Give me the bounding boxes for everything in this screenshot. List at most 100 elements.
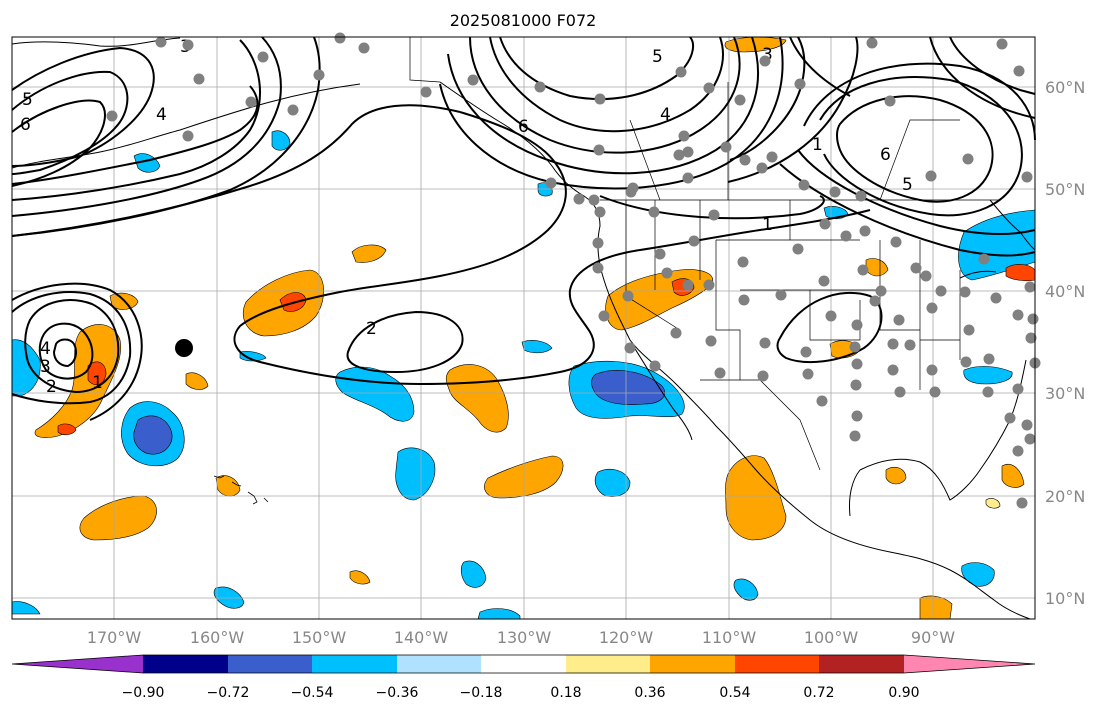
station-dot — [688, 235, 700, 247]
station-dot — [622, 290, 634, 302]
colorbar-segment — [819, 655, 904, 673]
station-dot — [798, 179, 810, 191]
station-dot — [960, 356, 972, 368]
station-dot — [910, 262, 922, 274]
station-dot — [959, 286, 971, 298]
station-dot — [673, 149, 685, 161]
graticule — [12, 37, 1035, 619]
neg-area-core — [591, 370, 666, 405]
station-dot — [734, 94, 746, 106]
station-dot — [705, 335, 717, 347]
lon-label: 120°W — [599, 628, 654, 647]
station-dot — [1025, 332, 1037, 344]
station-dot — [926, 364, 938, 376]
station-dot — [703, 82, 715, 94]
station-dot — [598, 310, 610, 322]
station-dot — [737, 256, 749, 268]
station-dot — [545, 177, 557, 189]
colorbar-segment — [228, 655, 312, 673]
lon-label: 140°W — [394, 628, 449, 647]
station-dot — [849, 430, 861, 442]
station-dot — [759, 337, 771, 349]
station-dot — [756, 162, 768, 174]
pos-area — [351, 244, 387, 263]
contour-lines — [11, 36, 1036, 421]
station-dot — [675, 66, 687, 78]
station-dot — [875, 285, 887, 297]
station-dot — [573, 193, 585, 205]
station-dot — [893, 314, 905, 326]
station-dot — [1024, 281, 1036, 293]
station-dot — [819, 218, 831, 230]
station-dot — [792, 243, 804, 255]
station-dot — [802, 368, 814, 380]
station-dot — [1012, 383, 1024, 395]
pos-area — [885, 466, 907, 485]
station-dot — [866, 37, 878, 49]
station-dot — [678, 130, 690, 142]
contour-label: 1 — [812, 135, 823, 155]
station-dot — [857, 264, 869, 276]
station-dot — [963, 324, 975, 336]
neg-area — [239, 351, 267, 362]
station-dot — [534, 81, 546, 93]
station-dot — [869, 295, 881, 307]
neg-area — [733, 578, 759, 601]
station-dot — [420, 86, 432, 98]
station-dot — [594, 93, 606, 105]
lat-label: 40°N — [1045, 282, 1085, 301]
station-dot — [467, 74, 479, 86]
colorbar-segment — [481, 655, 566, 673]
location-marker — [175, 339, 193, 357]
longitude-labels: 170°W 160°W 150°W 140°W 130°W 120°W 110°… — [87, 628, 955, 647]
neg-area — [961, 562, 995, 587]
lon-label: 150°W — [292, 628, 347, 647]
station-dot — [624, 342, 636, 354]
station-dot — [1024, 433, 1036, 445]
lon-label: 110°W — [702, 628, 757, 647]
contour-label: 4 — [40, 339, 51, 359]
neg-area — [594, 469, 631, 497]
lat-label: 60°N — [1045, 78, 1085, 97]
station-dot — [840, 230, 852, 242]
station-dot — [649, 360, 661, 372]
station-dot — [594, 206, 606, 218]
station-dot — [654, 248, 666, 260]
contour-label: 6 — [20, 115, 31, 135]
pos-area — [985, 498, 1001, 509]
station-dot — [829, 186, 841, 198]
pos-area — [34, 324, 121, 438]
station-dot — [592, 237, 604, 249]
station-dot — [996, 38, 1008, 50]
pos-area — [185, 372, 209, 390]
station-dot — [794, 78, 806, 90]
colorbar — [11, 654, 1036, 674]
station-dot — [816, 395, 828, 407]
station-dot — [358, 42, 370, 54]
colorbar-tick-labels: −0.90 −0.72 −0.54 −0.36 −0.18 0.18 0.36 … — [122, 685, 920, 701]
station-dot — [739, 154, 751, 166]
latitude-labels: 60°N 50°N 40°N 30°N 20°N 10°N — [1045, 78, 1085, 608]
colorbar-tick-label: 0.90 — [888, 685, 919, 701]
contour-label: 4 — [156, 105, 167, 125]
station-dot — [670, 327, 682, 339]
station-dot — [720, 141, 732, 153]
colorbar-tick-label: −0.72 — [207, 685, 250, 701]
colorbar-tick-label: −0.36 — [376, 685, 419, 701]
station-markers — [106, 32, 1041, 509]
contour-label: 3 — [40, 357, 51, 377]
map-title: 2025081000 F072 — [450, 11, 597, 30]
colorbar-tick-label: −0.90 — [122, 685, 165, 701]
station-dot — [592, 262, 604, 274]
station-dot — [859, 225, 871, 237]
neg-area — [963, 366, 1013, 385]
station-dot — [983, 353, 995, 365]
station-dot — [887, 338, 899, 350]
station-dot — [155, 36, 167, 48]
station-dot — [648, 206, 660, 218]
station-dot — [682, 172, 694, 184]
contour-label: 5 — [22, 90, 33, 110]
station-dot — [182, 39, 194, 51]
station-dot — [962, 153, 974, 165]
